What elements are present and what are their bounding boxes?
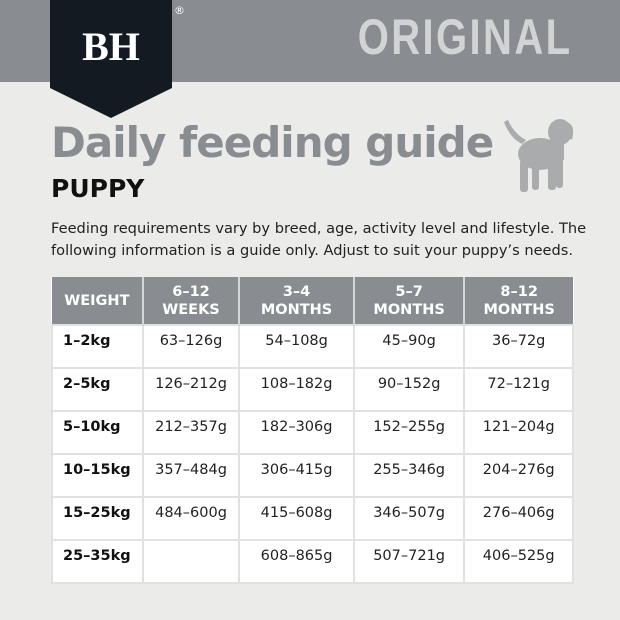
amount-cell: 36–72g xyxy=(463,324,574,369)
amount-cell: 108–182g xyxy=(238,367,355,412)
header-line: WEIGHT xyxy=(64,292,130,309)
amount-cell: 182–306g xyxy=(238,410,355,455)
amount-cell: 346–507g xyxy=(352,496,466,541)
bh-logo: BH xyxy=(50,0,172,118)
column-header: 5–7 MONTHS xyxy=(353,277,466,325)
amount-cell: 152–255g xyxy=(352,410,466,455)
amount-cell: 357–484g xyxy=(141,453,241,498)
weight-cell: 25–35kg xyxy=(51,539,144,584)
amount-cell: 204–276g xyxy=(463,453,574,498)
column-header: 6–12 WEEKS xyxy=(142,277,241,325)
amount-cell: 212–357g xyxy=(141,410,241,455)
column-header: WEIGHT xyxy=(52,277,144,325)
puppy-icon xyxy=(504,119,574,192)
page-subtitle: PUPPY xyxy=(51,174,145,203)
weight-cell: 10–15kg xyxy=(51,453,144,498)
amount-cell: 255–346g xyxy=(352,453,466,498)
registered-mark: ® xyxy=(174,4,185,17)
table-row: 1–2kg 63–126g 54–108g 45–90g 36–72g xyxy=(51,324,574,369)
amount-cell xyxy=(141,539,241,584)
weight-cell: 1–2kg xyxy=(51,324,144,369)
amount-cell: 406–525g xyxy=(463,539,574,584)
brand-line: ORIGINAL xyxy=(357,9,572,65)
table-row: 15–25kg 484–600g 415–608g 346–507g 276–406g xyxy=(51,496,574,541)
header-line: MONTHS xyxy=(373,301,445,318)
header-line: 3–4 xyxy=(282,283,311,300)
amount-cell: 276–406g xyxy=(463,496,574,541)
amount-cell: 45–90g xyxy=(352,324,466,369)
weight-cell: 15–25kg xyxy=(51,496,144,541)
logo-text: BH xyxy=(82,24,140,69)
header-line: 5–7 xyxy=(395,283,423,300)
amount-cell: 484–600g xyxy=(141,496,241,541)
column-header: 8–12 MONTHS xyxy=(464,277,573,325)
header-line: MONTHS xyxy=(260,301,333,318)
amount-cell: 121–204g xyxy=(463,410,574,455)
amount-cell: 54–108g xyxy=(238,324,355,369)
amount-cell: 507–721g xyxy=(352,539,466,584)
header-line: 8–12 xyxy=(500,283,538,300)
amount-cell: 608–865g xyxy=(238,539,355,584)
column-header: 3–4 MONTHS xyxy=(239,277,355,325)
amount-cell: 126–212g xyxy=(141,367,241,412)
table-row: 10–15kg 357–484g 306–415g 255–346g 204–276g xyxy=(51,453,574,498)
weight-cell: 2–5kg xyxy=(51,367,144,412)
header-line: WEEKS xyxy=(162,301,220,318)
amount-cell: 63–126g xyxy=(141,324,241,369)
description: Feeding requirements vary by breed, age,… xyxy=(51,220,587,259)
header-line: 6–12 xyxy=(172,283,210,300)
header-line: MONTHS xyxy=(483,301,555,318)
amount-cell: 90–152g xyxy=(352,367,466,412)
feeding-table: WEIGHT 6–12 WEEKS 3–4 MONTHS 5–7 MONTHS 8–12 MON… xyxy=(51,277,574,584)
amount-cell: 72–121g xyxy=(463,367,574,412)
weight-cell: 5–10kg xyxy=(51,410,144,455)
page-title: Daily feeding guide xyxy=(51,118,494,167)
amount-cell: 306–415g xyxy=(238,453,355,498)
table-row: 5–10kg 212–357g 182–306g 152–255g 121–204g xyxy=(51,410,574,455)
table-row: 2–5kg 126–212g 108–182g 90–152g 72–121g xyxy=(51,367,574,412)
table-row: 25–35kg 608–865g 507–721g 406–525g xyxy=(51,539,574,584)
amount-cell: 415–608g xyxy=(238,496,355,541)
